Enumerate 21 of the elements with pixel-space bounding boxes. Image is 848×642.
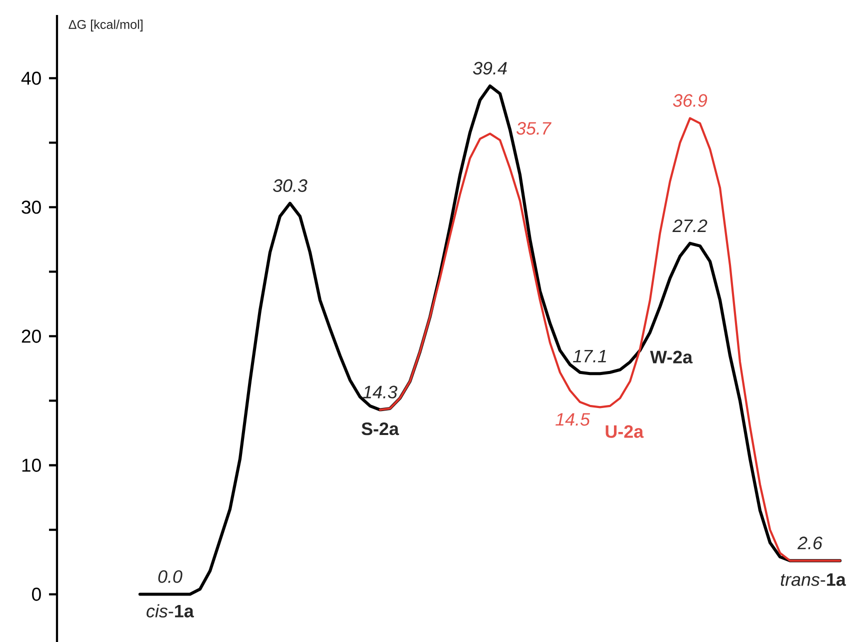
annotation: cis-1a: [146, 604, 194, 618]
data-label: 2.6: [797, 536, 822, 550]
y-tick-label: 30: [22, 200, 41, 214]
data-label: 0.0: [158, 570, 182, 583]
data-label: 27.2: [672, 219, 708, 232]
data-label: 14.5: [556, 413, 590, 426]
data-label: 14.3: [363, 386, 398, 398]
annotation: trans-1a: [780, 573, 846, 586]
annotation: W-2a: [650, 350, 693, 364]
y-tick-label: 20: [22, 330, 41, 343]
y-tick-label: 40: [21, 72, 41, 85]
y-tick-label: 10: [22, 458, 41, 472]
annotation: U-2a: [606, 425, 644, 438]
data-label: 35.7: [516, 122, 552, 135]
data-label: 30.3: [272, 179, 308, 192]
data-label: 36.9: [672, 94, 708, 107]
data-label: 17.1: [573, 350, 606, 362]
annotation: S-2a: [362, 422, 400, 436]
y-tick-label: 0: [32, 588, 41, 601]
y-axis-title: ΔG [kcal/mol]: [68, 20, 142, 32]
data-label: 39.4: [472, 62, 507, 75]
